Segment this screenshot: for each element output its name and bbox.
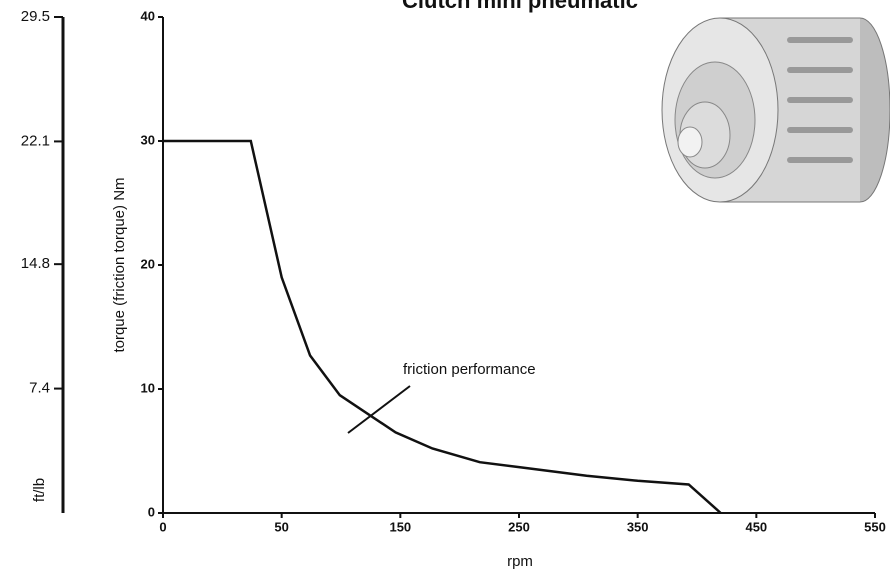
x-tick-label: 450 — [745, 519, 767, 534]
x-tick-label: 0 — [159, 519, 166, 534]
x-tick-label: 550 — [864, 519, 886, 534]
y-tick-label: 10 — [141, 380, 155, 395]
y2-tick-label: 7.4 — [29, 380, 50, 397]
x-tick-label: 250 — [508, 519, 530, 534]
x-axis-label: rpm — [507, 553, 533, 570]
y2-tick-label: 14.8 — [21, 255, 50, 272]
y2-axis-label: ft/lb — [31, 478, 48, 502]
annotation: friction performance — [403, 361, 536, 378]
x-tick-label: 50 — [274, 519, 288, 534]
annotation-pointer — [347, 385, 411, 434]
x-tick-label: 150 — [389, 519, 411, 534]
y-axis-label: torque (friction torque) Nm — [111, 177, 128, 352]
product-image — [661, 17, 890, 203]
y-tick-label: 40 — [141, 8, 155, 23]
y-tick-label: 0 — [148, 504, 155, 519]
chart-title: Clutch mini pneumatic — [402, 0, 638, 13]
y2-tick-label: 22.1 — [21, 132, 50, 149]
x-tick-label: 350 — [627, 519, 649, 534]
y2-tick-label: 29.5 — [21, 8, 50, 25]
line-series — [163, 139, 722, 514]
y-tick-label: 20 — [141, 256, 155, 271]
y-tick-label: 30 — [141, 132, 155, 147]
